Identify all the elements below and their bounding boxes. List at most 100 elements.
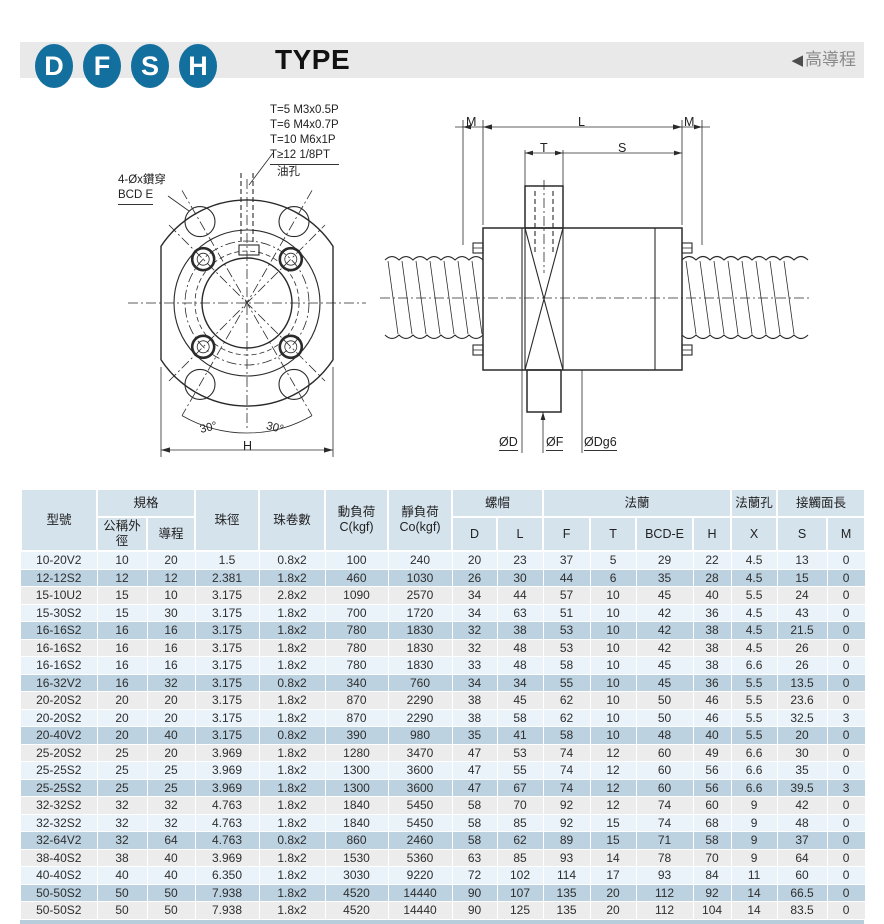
table-cell: 0 [827,849,866,867]
table-row: 32-32S2 32 32 4.763 1.8x2 1840 5450 58 70 92 12 74 6… [21,796,866,815]
table-row: 25-25S2 25 25 3.969 1.8x2 1300 3600 47 55 74 12 60 5… [21,761,866,780]
table-cell: 58 [543,656,591,675]
table-cell: 25-20S2 [21,744,98,762]
table-cell: 12 [590,744,637,762]
oil-hole-label: 油孔 [277,166,300,178]
dim-h-label: H [243,439,253,453]
table-cell: 45 [636,656,694,675]
mount-hole [184,206,216,238]
table-cell: 30 [777,744,828,762]
lead-type-tag: ◀ 高導程 [791,42,856,78]
table-cell: 5450 [388,814,453,832]
screw-shaft-left [384,255,484,340]
dim-m-left-label: M [466,115,477,129]
table-cell: 50 [97,884,148,902]
table-cell: 980 [388,726,453,745]
table-cell: 0 [827,831,866,850]
table-cell: 32-32S2 [21,814,98,832]
front-view-drawing [128,152,366,457]
table-cell: 16-16S2 [21,621,98,640]
table-cell: 15 [97,586,148,605]
mount-hole [184,368,216,400]
seal-screws [472,242,693,356]
table-cell: 42 [636,621,694,640]
badge-h: H [179,44,217,88]
table-cell: 25 [97,779,148,797]
table-cell: 35 [452,726,498,745]
badge-s: S [131,44,169,88]
dia-d-label: ØD [499,435,518,451]
screw-shaft-right [681,255,809,340]
table-cell: 1090 [325,586,389,605]
table-cell: 112 [636,884,694,902]
table-cell: 47 [452,761,498,780]
table-row: 16-32V2 16 32 3.175 0.8x2 340 760 34 34 55 10 45 36 5… [21,674,866,692]
table-cell: 45 [636,674,694,692]
badge-h-letter: H [188,50,208,81]
spigot-circle [173,229,321,377]
table-cell: 42 [636,604,694,622]
table-cell: 1.8x2 [259,709,326,727]
table-cell: 35 [777,761,828,780]
table-cell: 9 [731,849,778,867]
badge-d: D [35,44,73,88]
table-cell: 45 [636,586,694,605]
table-cell: 340 [325,674,389,692]
dim-l-label: L [578,115,585,129]
table-cell: 20 [147,691,196,710]
table-cell: 56 [693,761,732,780]
table-cell: 3.969 [195,779,260,797]
table-cell: 0 [827,796,866,815]
table-cell: 20 [97,691,148,710]
table-cell: 50 [147,884,196,902]
table-cell: 6.6 [731,761,778,780]
table-cell: 1.8x2 [259,796,326,815]
table-cell: 29 [636,551,694,570]
table-cell: 3030 [325,866,389,885]
table-cell: 1840 [325,814,389,832]
table-cell: 0.8x2 [259,551,326,570]
table-cell: 1.8x2 [259,656,326,675]
table-cell: 1300 [325,761,389,780]
table-cell: 34 [452,586,498,605]
table-cell: 25 [97,761,148,780]
thread-spec-line: T≥12 1/8PT [270,149,331,161]
table-cell: 32 [147,796,196,815]
thread-spec-line: T=10 M6x1P [270,134,336,146]
table-cell: 3.175 [195,586,260,605]
table-cell: 4.5 [731,604,778,622]
table-cell: 860 [325,831,389,850]
side-view-drawing [380,120,810,453]
table-cell: 3.969 [195,744,260,762]
table-cell: 5.5 [731,726,778,745]
table-cell: 25 [147,761,196,780]
table-cell: 32-32S2 [21,796,98,815]
table-row: 15-10U2 15 10 3.175 2.8x2 1090 2570 34 44 57 10 45 4… [21,586,866,605]
table-cell: 9 [731,831,778,850]
table-cell: 11 [731,866,778,885]
table-cell: 16-16S2 [21,639,98,657]
table-cell: 3.175 [195,726,260,745]
table-cell: 60 [693,796,732,815]
table-cell: 1.8x2 [259,849,326,867]
table-cell: 20-20S2 [21,691,98,710]
table-cell: 780 [325,639,389,657]
table-cell: 40 [693,726,732,745]
table-cell: 5.5 [731,691,778,710]
table-cell: 0 [827,884,866,902]
table-cell: 68 [693,814,732,832]
table-cell: 107 [497,884,544,902]
table-cell: 20 [97,709,148,727]
table-cell: 3.175 [195,656,260,675]
table-cell: 6.350 [195,866,260,885]
table-cell: 48 [497,656,544,675]
table-row: 32-32S2 32 32 4.763 1.8x2 1840 5450 58 85 92 15 74 6… [21,814,866,832]
table-cell: 104 [693,901,732,920]
table-cell: 84 [693,866,732,885]
table-cell: 4.5 [731,569,778,587]
dim-m-right-label: M [684,115,695,129]
table-cell: 17 [590,866,637,885]
table-cell: 16 [97,639,148,657]
table-cell: 58 [497,709,544,727]
table-cell: 23 [497,551,544,570]
